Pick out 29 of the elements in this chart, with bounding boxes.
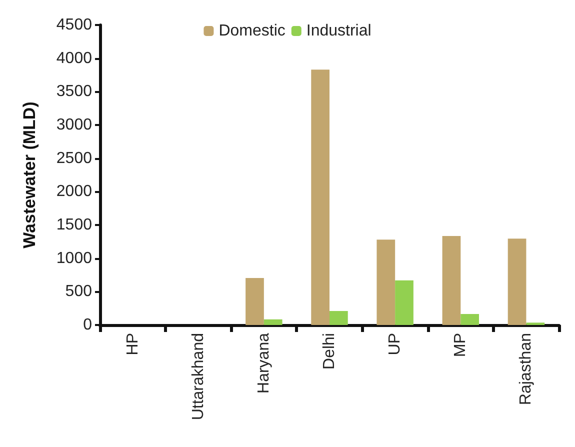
x-tick-label: HP [124,333,142,356]
y-tick-label: 4000 [56,50,92,67]
legend-label: Industrial [306,22,372,40]
y-tick-label: 500 [65,283,92,300]
x-tick-label: Uttarakhand [190,333,207,420]
bar [264,319,282,325]
y-tick-label: 1500 [56,216,92,234]
x-tick-label: MP [452,333,470,357]
x-tick-label: Delhi [321,333,338,370]
y-tick-label: 3000 [56,116,92,134]
x-tick-label: Rajasthan [518,333,535,406]
legend-label: Domestic [218,22,286,40]
bar [460,314,480,325]
x-tick-label: Haryana [255,332,272,394]
y-tick-label: 1000 [56,250,92,267]
bar [395,280,414,325]
y-axis-title: Wastewater (MLD) [20,102,39,248]
bar [246,278,264,325]
bar [330,311,348,325]
y-tick-label: 4500 [56,16,92,34]
bar [311,70,330,325]
y-tick-label: 0 [83,316,92,334]
bar [508,238,526,325]
y-tick-label: 3500 [56,83,92,100]
bar [442,236,461,325]
bar [376,240,396,325]
y-tick-label: 2000 [56,183,92,200]
y-tick-label: 2500 [56,150,92,167]
x-tick-label: UP [386,333,404,356]
